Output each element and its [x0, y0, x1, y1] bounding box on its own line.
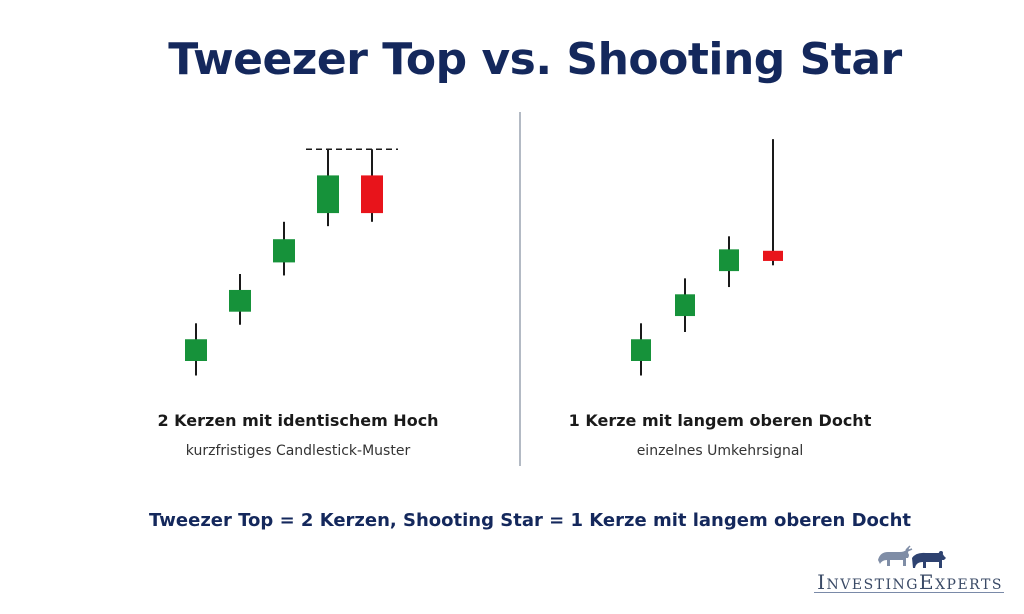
bullish-candle-body — [273, 239, 295, 263]
bearish-candle-body — [763, 250, 783, 261]
bullish-candle-body — [229, 289, 251, 312]
bullish-candle-body — [719, 249, 739, 272]
logo-text-initial-1: I — [817, 570, 827, 594]
tweezer-top-chart — [185, 148, 398, 376]
logo-text-rest-1: NVESTING — [826, 577, 919, 593]
bear-icon — [912, 551, 946, 568]
page-title: Tweezer Top vs. Shooting Star — [168, 34, 902, 85]
shooting-star-subcaption: einzelnes Umkehrsignal — [636, 443, 804, 459]
logo-text-rest-2: XPERTS — [935, 577, 1003, 593]
logo-text-initial-2: E — [918, 570, 936, 594]
bull-bear-logo-icon — [878, 545, 946, 568]
bull-icon — [878, 545, 913, 566]
bullish-candle-body — [631, 339, 651, 361]
shooting-star-caption: 1 Kerze mit langem oberen Docht — [568, 411, 872, 430]
logo-underline — [814, 592, 1004, 593]
summary-text: Tweezer Top = 2 Kerzen, Shooting Star = … — [148, 510, 912, 531]
logo-text: INVESTINGEXPERTS — [810, 570, 1010, 594]
bearish-candle-body — [361, 175, 383, 214]
tweezer-top-subcaption: kurzfristiges Candlestick-Muster — [185, 443, 411, 459]
investing-experts-logo: INVESTINGEXPERTS — [810, 540, 1010, 600]
bullish-candle-body — [675, 294, 695, 317]
bullish-candle-body — [317, 175, 339, 214]
shooting-star-chart — [631, 139, 783, 376]
bullish-candle-body — [185, 339, 207, 361]
tweezer-top-caption: 2 Kerzen mit identischem Hoch — [157, 411, 439, 430]
